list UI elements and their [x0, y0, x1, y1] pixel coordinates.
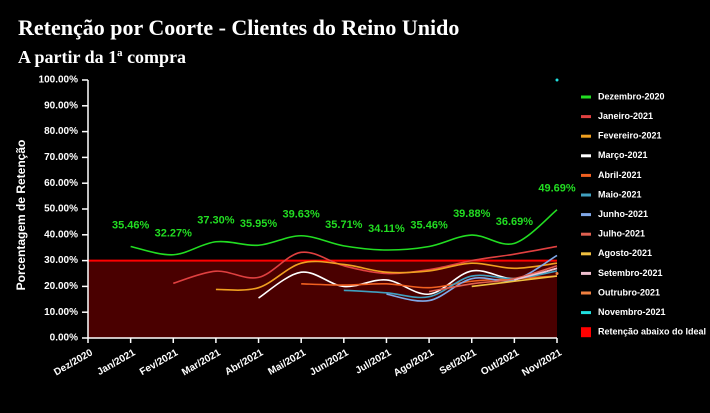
value-label: 37.30%	[197, 215, 235, 227]
y-tick-label: 80.00%	[44, 126, 78, 137]
legend-label: Agosto-2021	[598, 248, 652, 258]
legend-label: Julho-2021	[598, 229, 645, 239]
threshold-area	[88, 260, 557, 338]
legend-label: Fevereiro-2021	[598, 131, 662, 141]
y-tick-label: 100.00%	[39, 75, 79, 86]
legend-label: Abril-2021	[598, 170, 642, 180]
value-label: 32.27%	[155, 228, 193, 240]
legend-label: Dezembro-2020	[598, 91, 665, 101]
y-tick-label: 70.00%	[44, 152, 78, 163]
x-tick-label: Set/2021	[438, 347, 479, 377]
value-label: 34.11%	[368, 223, 405, 235]
series-line	[130, 209, 558, 256]
legend-label: Junho-2021	[598, 209, 648, 219]
value-label: 35.95%	[240, 218, 278, 230]
series-line	[514, 267, 558, 281]
y-tick-label: 0.00%	[50, 333, 78, 344]
value-label: 39.63%	[283, 209, 321, 221]
series-line	[173, 245, 558, 285]
x-tick-label: Dez/2020	[52, 347, 95, 378]
value-label: 35.71%	[325, 219, 363, 231]
y-tick-label: 30.00%	[44, 255, 78, 266]
y-tick-label: 50.00%	[44, 204, 78, 215]
y-tick-label: 10.00%	[44, 307, 78, 318]
y-tick-label: 60.00%	[44, 178, 78, 189]
value-label: 39.88%	[453, 208, 491, 220]
x-tick-label: Fev/2021	[138, 347, 180, 378]
value-label: 49.69%	[538, 183, 576, 195]
series-line	[386, 254, 558, 302]
legend-label: Retenção abaixo do Ideal	[598, 327, 706, 337]
legend-label: Outrubro-2021	[598, 287, 660, 297]
y-tick-label: 20.00%	[44, 281, 78, 292]
series-line	[471, 275, 558, 288]
x-tick-label: Nov/2021	[520, 347, 564, 379]
value-label: 35.46%	[410, 219, 448, 231]
value-label: 36.69%	[496, 216, 534, 228]
legend-swatch	[581, 327, 591, 338]
legend-label: Novembro-2021	[598, 307, 666, 317]
legend-label: Março-2021	[598, 150, 648, 160]
x-tick-label: Mai/2021	[266, 347, 308, 378]
y-tick-label: 90.00%	[44, 100, 78, 111]
y-axis-label: Porcentagem de Retenção	[14, 140, 28, 291]
legend-label: Setembro-2021	[598, 268, 663, 278]
x-tick-label: Ago/2021	[392, 347, 436, 379]
series-point	[555, 272, 559, 275]
legend-label: Maio-2021	[598, 189, 642, 199]
x-tick-label: Mar/2021	[180, 347, 223, 378]
x-tick-label: Jul/2021	[354, 347, 394, 376]
series-line	[215, 260, 558, 291]
chart-subtitle: A partir da 1ª compra	[18, 47, 186, 67]
x-tick-label: Jan/2021	[95, 347, 137, 378]
legend-label: Janeiro-2021	[598, 111, 653, 121]
value-label: 35.46%	[112, 219, 150, 231]
x-tick-label: Jun/2021	[308, 347, 351, 378]
chart-title: Retenção por Coorte - Clientes do Reino …	[18, 15, 459, 40]
series-point	[555, 78, 559, 82]
x-tick-label: Out/2021	[479, 347, 521, 378]
y-tick-label: 40.00%	[44, 229, 78, 240]
x-tick-label: Abr/2021	[223, 347, 265, 378]
series-line	[428, 264, 558, 293]
